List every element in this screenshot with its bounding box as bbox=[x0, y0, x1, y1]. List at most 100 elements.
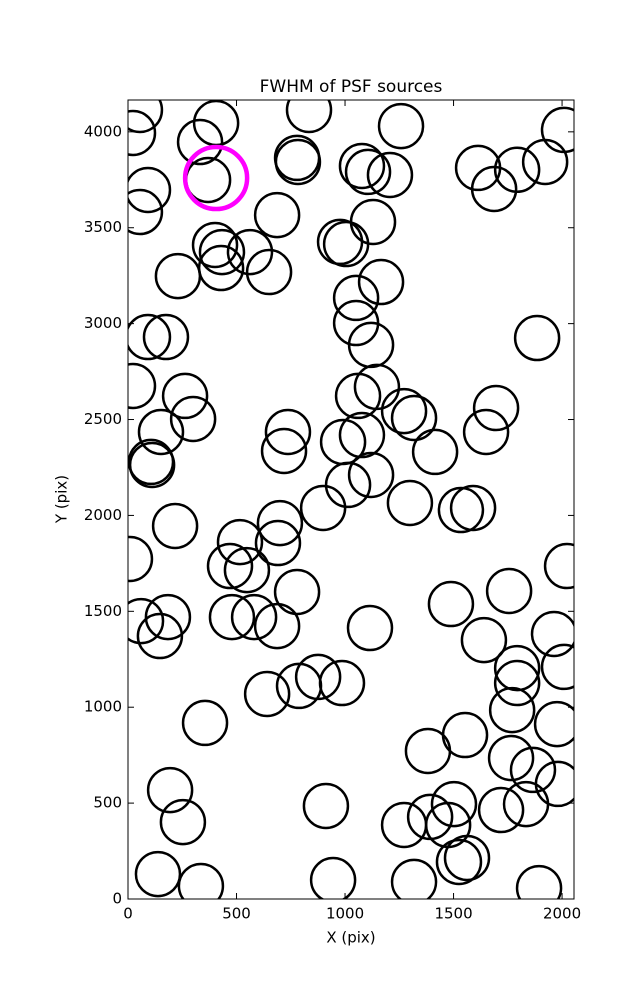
source bbox=[530, 610, 574, 658]
source bbox=[338, 142, 386, 190]
source bbox=[159, 798, 207, 846]
source bbox=[477, 786, 525, 834]
source bbox=[142, 313, 190, 361]
source bbox=[177, 862, 225, 899]
x-axis-label: X (pix) bbox=[326, 929, 375, 947]
source bbox=[460, 616, 508, 664]
source bbox=[136, 612, 184, 660]
source bbox=[198, 228, 246, 276]
source bbox=[344, 148, 392, 196]
source bbox=[470, 165, 518, 213]
y-tick-label: 4000 bbox=[84, 122, 122, 140]
y-tick-label: 500 bbox=[93, 794, 122, 812]
x-tick-label: 1500 bbox=[434, 905, 472, 923]
source bbox=[488, 686, 536, 734]
source bbox=[128, 597, 165, 645]
source bbox=[226, 228, 274, 276]
source bbox=[245, 248, 293, 296]
chart-title: FWHM of PSF sources bbox=[260, 77, 443, 97]
source bbox=[543, 542, 574, 590]
y-tick-label: 3500 bbox=[84, 218, 122, 236]
source bbox=[128, 109, 157, 157]
source bbox=[449, 484, 497, 532]
source bbox=[513, 314, 561, 362]
source bbox=[377, 102, 425, 150]
source bbox=[390, 858, 438, 899]
x-tick-label: 0 bbox=[123, 905, 133, 923]
source bbox=[509, 746, 557, 794]
y-tick-label: 2000 bbox=[84, 506, 122, 524]
source bbox=[176, 118, 224, 166]
y-tick-label: 0 bbox=[112, 890, 122, 908]
source bbox=[502, 780, 550, 828]
source bbox=[137, 408, 185, 456]
source bbox=[487, 734, 535, 782]
source bbox=[437, 486, 485, 534]
y-axis-label: Y (pix) bbox=[53, 475, 71, 524]
source bbox=[216, 518, 264, 566]
source bbox=[128, 362, 157, 410]
source bbox=[128, 313, 172, 361]
source bbox=[430, 780, 478, 828]
source bbox=[346, 604, 394, 652]
source bbox=[493, 659, 541, 707]
source bbox=[260, 427, 308, 475]
source bbox=[128, 441, 176, 489]
source bbox=[472, 384, 520, 432]
source bbox=[161, 372, 209, 420]
source bbox=[347, 451, 395, 499]
source bbox=[128, 188, 164, 236]
highlighted-source bbox=[182, 144, 250, 212]
source bbox=[299, 484, 347, 532]
source bbox=[318, 659, 366, 707]
source bbox=[357, 258, 405, 306]
source bbox=[181, 699, 229, 747]
source bbox=[380, 387, 428, 435]
source bbox=[302, 782, 350, 830]
y-tick-label: 1000 bbox=[84, 698, 122, 716]
source bbox=[427, 580, 475, 628]
source bbox=[386, 479, 434, 527]
source bbox=[316, 218, 364, 266]
source bbox=[253, 602, 301, 650]
source bbox=[443, 834, 491, 882]
y-tick-label: 1500 bbox=[84, 602, 122, 620]
source bbox=[435, 838, 483, 886]
source bbox=[128, 166, 172, 214]
source bbox=[322, 220, 370, 268]
source bbox=[230, 593, 278, 641]
source bbox=[254, 519, 302, 567]
x-tick-label: 1000 bbox=[326, 905, 364, 923]
source bbox=[256, 499, 304, 547]
y-tick-label: 2500 bbox=[84, 410, 122, 428]
source bbox=[128, 535, 154, 583]
source bbox=[332, 274, 380, 322]
source bbox=[169, 395, 217, 443]
source bbox=[134, 850, 182, 898]
source bbox=[197, 244, 245, 292]
source bbox=[273, 568, 321, 616]
source bbox=[309, 856, 357, 899]
source bbox=[128, 100, 164, 134]
source bbox=[515, 864, 563, 899]
source bbox=[206, 542, 254, 590]
source bbox=[366, 151, 414, 199]
source bbox=[285, 100, 333, 134]
x-tick-label: 2000 bbox=[543, 905, 581, 923]
source bbox=[441, 711, 489, 759]
y-tick-label: 3000 bbox=[84, 314, 122, 332]
source bbox=[274, 138, 322, 186]
source bbox=[264, 408, 312, 456]
source bbox=[334, 372, 382, 420]
x-tick-label: 500 bbox=[222, 905, 251, 923]
source bbox=[390, 394, 438, 442]
source bbox=[485, 567, 533, 615]
source bbox=[253, 191, 301, 239]
source bbox=[144, 593, 192, 641]
source bbox=[208, 593, 256, 641]
source bbox=[223, 546, 271, 594]
plot-frame bbox=[127, 99, 575, 900]
source bbox=[151, 502, 199, 550]
source bbox=[493, 644, 541, 692]
